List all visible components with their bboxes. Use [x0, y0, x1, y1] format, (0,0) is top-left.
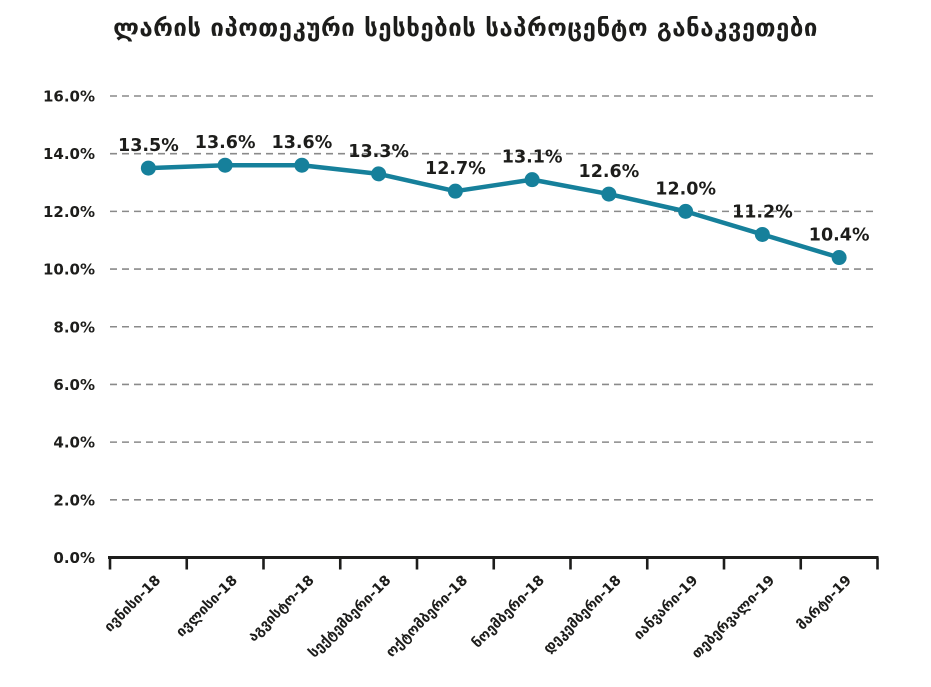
- x-tick-label: ოქტომბერი-18: [383, 573, 471, 661]
- data-point: [754, 226, 770, 242]
- data-point: [140, 160, 156, 176]
- data-point-label: 13.6%: [272, 133, 333, 153]
- data-point-label: 13.1%: [502, 148, 563, 168]
- data-point-label: 11.2%: [732, 202, 793, 222]
- x-tick-label: დეკემბერი-18: [540, 573, 624, 657]
- data-point-label: 12.0%: [655, 179, 716, 199]
- y-tick-label: 12.0%: [43, 203, 95, 221]
- y-tick-label: 14.0%: [43, 145, 95, 163]
- x-tick-label: ივლისი-18: [173, 573, 241, 641]
- x-tick-label: იანვარი-19: [631, 573, 702, 644]
- data-point-label: 12.6%: [579, 162, 640, 182]
- data-point: [601, 186, 617, 202]
- x-tick-label: თებერვალი-19: [689, 573, 778, 662]
- series-line: [146, 162, 842, 260]
- data-point: [678, 203, 694, 219]
- data-point-label: 12.7%: [425, 159, 486, 179]
- data-point: [447, 183, 463, 199]
- data-point: [217, 157, 233, 173]
- chart-title: ლარის იპოთეკური სესხების საპროცენტო განა…: [113, 14, 818, 42]
- y-tick-label: 8.0%: [53, 318, 95, 336]
- x-tick-label: ნოემბერი-18: [469, 573, 548, 652]
- y-tick-label: 4.0%: [53, 434, 95, 452]
- x-tick-label: სექტემბერი-18: [306, 573, 395, 662]
- data-point-label: 13.3%: [348, 142, 409, 162]
- data-point-label: 13.5%: [118, 136, 179, 156]
- y-tick-label: 6.0%: [53, 376, 95, 394]
- y-tick-label: 10.0%: [43, 261, 95, 279]
- data-point: [371, 166, 387, 182]
- y-tick-label: 16.0%: [43, 88, 95, 106]
- x-tick-label: აგვისტო-18: [245, 573, 318, 646]
- y-tick-label: 2.0%: [53, 491, 95, 509]
- y-tick-label: 0.0%: [53, 549, 95, 567]
- x-tick-label: მარტი-19: [794, 573, 855, 634]
- data-point-label: 13.6%: [195, 133, 256, 153]
- data-point: [524, 172, 540, 188]
- data-point: [831, 250, 847, 266]
- x-tick-label: ივნისი-18: [101, 573, 164, 636]
- data-point: [294, 157, 310, 173]
- data-point-label: 10.4%: [809, 226, 870, 246]
